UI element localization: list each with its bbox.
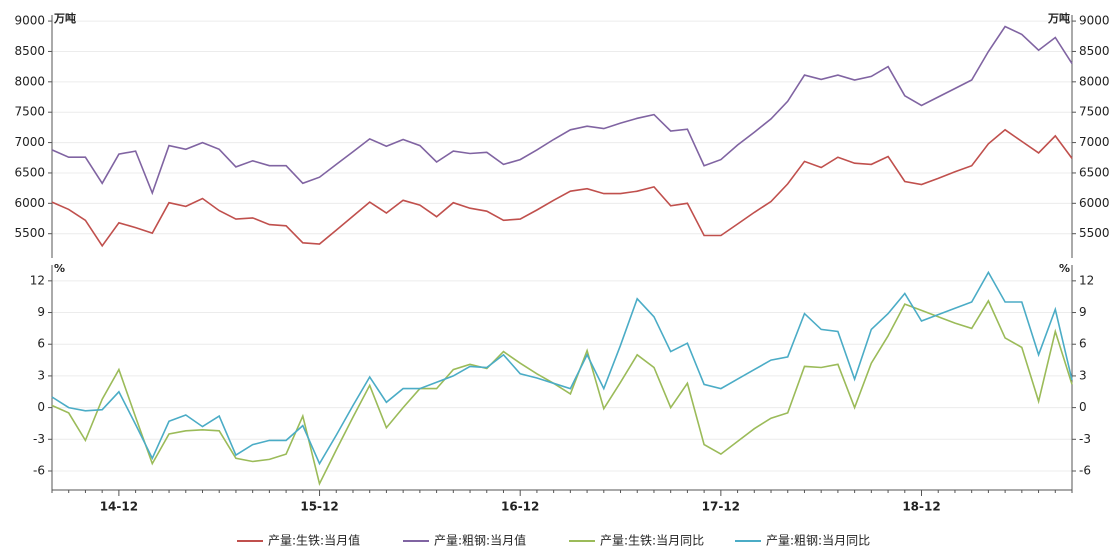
x-tick-label: 16-12 xyxy=(501,500,539,514)
y-tick-label: 9000 xyxy=(14,14,45,28)
y-tick-label: 7000 xyxy=(14,135,45,149)
y-tick-label: 6500 xyxy=(14,165,45,179)
y2-unit: 万吨 xyxy=(1047,11,1070,25)
y-tick-label: 6 xyxy=(37,337,45,351)
legend-label: 产量:粗钢:当月值 xyxy=(434,533,526,548)
y2-tick-label: 6000 xyxy=(1079,196,1110,210)
legend-label: 产量:粗钢:当月同比 xyxy=(766,534,870,548)
y2-unit: % xyxy=(1059,262,1070,275)
y2-tick-label: 5500 xyxy=(1079,226,1110,240)
y2-tick-label: 9 xyxy=(1079,305,1087,319)
y-tick-label: -6 xyxy=(33,463,45,477)
y-tick-label: 6000 xyxy=(14,196,45,210)
y-tick-label: 8500 xyxy=(14,44,45,58)
x-tick-label: 15-12 xyxy=(300,500,338,514)
y-tick-label: 0 xyxy=(37,400,45,414)
y2-tick-label: 6500 xyxy=(1079,165,1110,179)
x-tick-label: 18-12 xyxy=(902,500,940,514)
y2-tick-label: 6 xyxy=(1079,337,1087,351)
y-unit: % xyxy=(54,262,65,275)
y-tick-label: 5500 xyxy=(14,226,45,240)
y-tick-label: -3 xyxy=(33,432,45,446)
legend-label: 产量:生铁:当月值 xyxy=(268,533,360,548)
y2-tick-label: 8000 xyxy=(1079,74,1110,88)
y2-tick-label: -6 xyxy=(1079,463,1091,477)
y2-tick-label: 8500 xyxy=(1079,44,1110,58)
y2-tick-label: 7000 xyxy=(1079,135,1110,149)
y2-tick-label: -3 xyxy=(1079,432,1091,446)
y-tick-label: 8000 xyxy=(14,74,45,88)
series-line xyxy=(51,299,1073,487)
legend-label: 产量:生铁:当月同比 xyxy=(600,534,704,548)
series-line xyxy=(51,270,1073,466)
series-line xyxy=(51,25,1073,196)
y-tick-label: 3 xyxy=(37,368,45,382)
y-tick-label: 9 xyxy=(37,305,45,319)
series-line xyxy=(51,128,1073,248)
y2-tick-label: 3 xyxy=(1079,368,1087,382)
y2-tick-label: 0 xyxy=(1079,400,1087,414)
y2-tick-label: 7500 xyxy=(1079,105,1110,119)
y2-tick-label: 9000 xyxy=(1079,14,1110,28)
y-tick-label: 7500 xyxy=(14,105,45,119)
y-unit: 万吨 xyxy=(53,11,76,25)
x-tick-label: 17-12 xyxy=(702,500,740,514)
y2-tick-label: 12 xyxy=(1079,273,1094,287)
y-tick-label: 12 xyxy=(30,273,45,287)
x-tick-label: 14-12 xyxy=(100,500,138,514)
